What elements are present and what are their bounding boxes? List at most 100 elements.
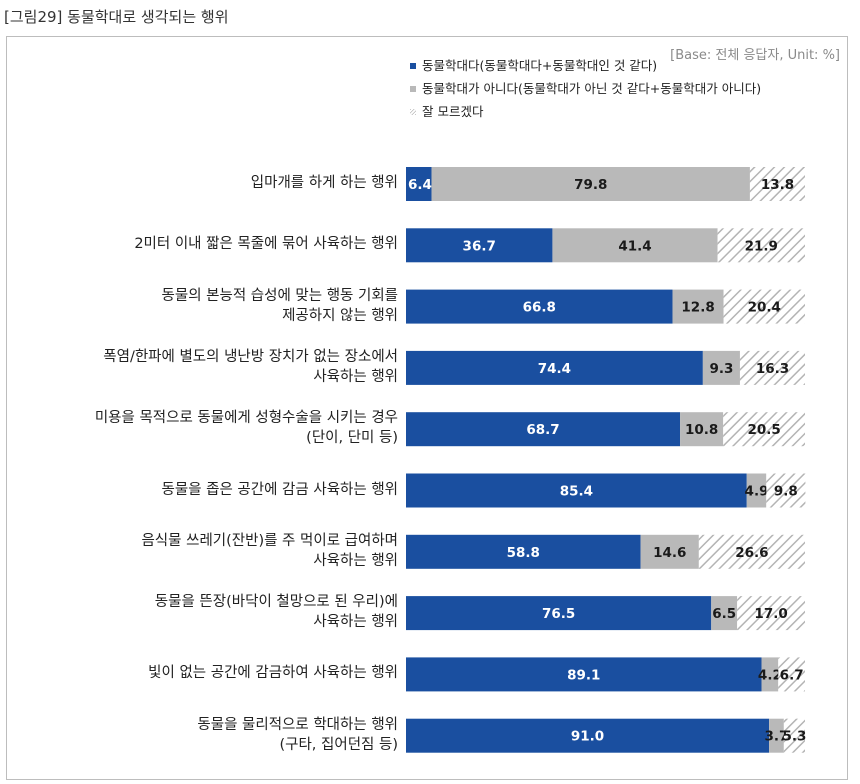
bar-value-label-not-abuse: 14.6 <box>653 545 686 561</box>
bar-value-label-abuse: 91.0 <box>571 729 604 745</box>
bar-value-label-dont-know: 20.4 <box>748 300 781 316</box>
bar-segment-abuse <box>406 473 747 508</box>
bar-value-label-not-abuse: 4.2 <box>758 667 782 683</box>
legend: 동물학대다(동물학대다+동물학대인 것 같다) 동물학대가 아니다(동물학대가 … <box>410 54 761 123</box>
category-label: 미용을 목적으로 동물에게 성형수술을 시키는 경우 (단이, 단미 등) <box>8 408 398 448</box>
bar-segment-dont-know <box>778 657 805 692</box>
bar-value-label-abuse: 74.4 <box>538 361 571 377</box>
bar-segment-abuse <box>406 534 641 569</box>
bar-segment-not-abuse <box>680 412 724 447</box>
bar-value-label-not-abuse: 79.8 <box>574 177 607 193</box>
bar-segment-dont-know <box>766 473 806 508</box>
category-label-line: 사육하는 행위 <box>313 368 398 385</box>
base-note: [Base: 전체 응답자, Unit: %] <box>670 48 840 63</box>
bar-value-label-dont-know: 26.6 <box>735 545 768 561</box>
bar-segment-not-abuse <box>672 289 724 324</box>
category-label-line: (구타, 집어던짐 등) <box>279 736 398 753</box>
legend-swatch-abuse <box>410 62 416 69</box>
category-label-line: 미용을 목적으로 동물에게 성형수술을 시키는 경우 <box>94 410 398 427</box>
bar-segment-not-abuse <box>431 167 750 201</box>
bar-segment-not-abuse <box>640 534 699 569</box>
bar-value-label-abuse: 68.7 <box>526 422 559 438</box>
category-label-line: 2미터 이내 짧은 목줄에 묶어 사육하는 행위 <box>134 236 398 253</box>
bar-value-label-not-abuse: 10.8 <box>685 422 718 438</box>
bar-value-label-abuse: 36.7 <box>463 238 496 254</box>
bar-segment-dont-know <box>739 350 805 385</box>
category-label-line: 동물을 좁은 공간에 감금 사육하는 행위 <box>161 481 398 498</box>
category-label: 2미터 이내 짧은 목줄에 묶어 사육하는 행위 <box>8 234 398 254</box>
bar-segment-dont-know <box>698 534 805 569</box>
category-label-line: 폭염/한파에 별도의 냉난방 장치가 없는 장소에서 <box>103 348 398 365</box>
bar-segment-dont-know <box>749 167 805 201</box>
bar-segment-not-abuse <box>711 596 738 631</box>
category-label: 빛이 없는 공간에 감금하여 사육하는 행위 <box>8 663 398 683</box>
bar-value-label-not-abuse: 12.8 <box>681 300 714 316</box>
bar-segment-dont-know <box>737 596 805 631</box>
bar-segment-abuse <box>406 228 553 263</box>
category-label: 입마개를 하게 하는 행위 <box>8 173 398 193</box>
legend-swatch-not-abuse <box>410 85 416 92</box>
bar-value-label-dont-know: 20.5 <box>747 422 780 438</box>
bar-segment-not-abuse <box>769 718 784 753</box>
category-label-line: (단이, 단미 등) <box>306 430 398 447</box>
legend-label-not-abuse: 동물학대가 아니다(동물학대가 아닌 것 같다+동물학대가 아니다) <box>422 80 762 96</box>
legend-label-dont-know: 잘 모르겠다 <box>422 103 484 119</box>
bar-segment-not-abuse <box>552 228 718 263</box>
legend-item-dont-know: 잘 모르겠다 <box>410 100 761 123</box>
bar-value-label-abuse: 89.1 <box>567 667 600 683</box>
bar-value-label-not-abuse: 6.5 <box>712 606 736 622</box>
bar-segment-dont-know <box>783 718 805 753</box>
bar-value-label-abuse: 85.4 <box>560 484 593 500</box>
category-label-line: 동물을 물리적으로 학대하는 행위 <box>197 716 398 733</box>
bar-value-label-abuse: 66.8 <box>523 300 556 316</box>
bar-value-label-dont-know: 17.0 <box>754 606 787 622</box>
bar-value-label-abuse: 58.8 <box>507 545 540 561</box>
bar-segment-abuse <box>406 657 762 692</box>
category-label: 동물을 좁은 공간에 감금 사육하는 행위 <box>8 480 398 500</box>
bar-value-label-abuse: 6.4 <box>408 177 432 193</box>
bar-value-label-dont-know: 13.8 <box>761 177 794 193</box>
bar-value-label-dont-know: 9.8 <box>774 484 798 500</box>
category-label-line: 빛이 없는 공간에 감금하여 사육하는 행위 <box>148 665 398 682</box>
bar-value-label-not-abuse: 9.3 <box>709 361 733 377</box>
legend-swatch-dont-know <box>410 108 416 115</box>
category-label-line: 사육하는 행위 <box>313 614 398 631</box>
category-label-line: 사육하는 행위 <box>313 552 398 569</box>
bar-value-label-not-abuse: 4.9 <box>745 484 769 500</box>
category-label-line: 동물의 본능적 습성에 맞는 행동 기회를 <box>161 287 398 304</box>
bar-segment-abuse <box>406 596 712 631</box>
bar-value-label-not-abuse: 3.7 <box>765 729 789 745</box>
category-label-line: 제공하지 않는 행위 <box>282 307 398 324</box>
legend-item-not-abuse: 동물학대가 아니다(동물학대가 아닌 것 같다+동물학대가 아니다) <box>410 77 761 100</box>
bar-value-label-abuse: 76.5 <box>542 606 575 622</box>
category-label-line: 입마개를 하게 하는 행위 <box>250 175 398 191</box>
category-label-line: 음식물 쓰레기(잔반)를 주 먹이로 급여하며 <box>141 532 398 549</box>
bar-value-label-dont-know: 16.3 <box>756 361 789 377</box>
category-label: 동물을 물리적으로 학대하는 행위 (구타, 집어던짐 등) <box>8 715 398 755</box>
bar-segment-abuse <box>406 718 770 753</box>
bar-value-label-dont-know: 6.7 <box>780 667 804 683</box>
bar-segment-dont-know <box>723 289 805 324</box>
bar-value-label-dont-know: 21.9 <box>745 238 778 254</box>
bar-segment-not-abuse <box>702 350 740 385</box>
bar-segment-dont-know <box>717 228 805 263</box>
bar-segment-abuse <box>406 289 673 324</box>
bar-segment-abuse <box>406 412 681 447</box>
bar-segment-abuse <box>406 350 703 385</box>
bar-segment-abuse <box>406 167 432 201</box>
bar-value-label-not-abuse: 41.4 <box>618 238 651 254</box>
category-label-line: 동물을 뜬장(바닥이 철망으로 된 우리)에 <box>154 594 398 611</box>
bar-segment-not-abuse <box>761 657 779 692</box>
legend-label-abuse: 동물학대다(동물학대다+동물학대인 것 같다) <box>422 57 658 73</box>
chart-frame <box>6 36 848 780</box>
legend-item-abuse: 동물학대다(동물학대다+동물학대인 것 같다) <box>410 54 761 77</box>
bar-value-label-dont-know: 5.3 <box>782 729 806 745</box>
bar-segment-dont-know <box>723 412 805 447</box>
figure-title: [그림29] 동물학대로 생각되는 행위 <box>4 8 229 26</box>
bar-segment-not-abuse <box>746 473 767 508</box>
